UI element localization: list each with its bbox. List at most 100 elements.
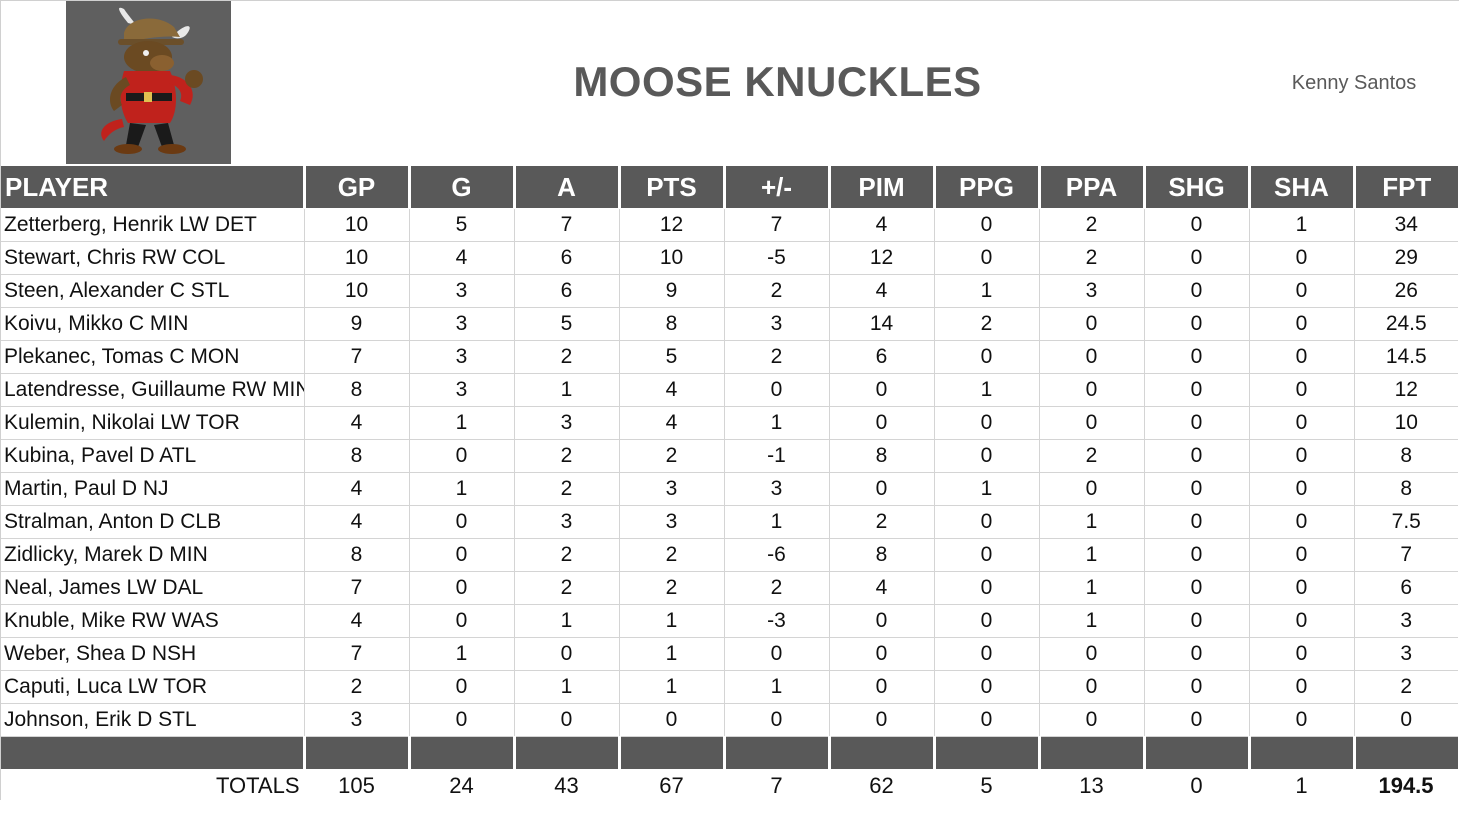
separator-cell bbox=[409, 736, 516, 769]
cell-player-name: Stralman, Anton D CLB bbox=[1, 505, 305, 539]
cell-a: 2 bbox=[514, 538, 620, 572]
cell-sha: 0 bbox=[1249, 571, 1355, 605]
cell-sha: 0 bbox=[1249, 505, 1355, 539]
cell-ppa: 2 bbox=[1039, 208, 1145, 242]
cell-fpt: 8 bbox=[1354, 472, 1458, 506]
cell-fpt: 10 bbox=[1354, 406, 1458, 440]
cell-g: 3 bbox=[409, 373, 515, 407]
cell-pim: 8 bbox=[829, 538, 935, 572]
cell-plus-minus: 0 bbox=[724, 637, 830, 671]
cell-a: 6 bbox=[514, 241, 620, 275]
cell-player-name: Koivu, Mikko C MIN bbox=[1, 307, 305, 341]
cell-g: 3 bbox=[409, 340, 515, 374]
column-header-player: PLAYER bbox=[1, 166, 306, 209]
cell-fpt: 3 bbox=[1354, 637, 1458, 671]
cell-ppa: 1 bbox=[1039, 604, 1145, 638]
cell-ppg: 2 bbox=[934, 307, 1040, 341]
column-header-ppa: PPA bbox=[1039, 166, 1146, 209]
cell-ppg: 1 bbox=[934, 472, 1040, 506]
total-a: 43 bbox=[514, 769, 620, 803]
cell-pim: 0 bbox=[829, 373, 935, 407]
total-fpt: 194.5 bbox=[1354, 769, 1459, 803]
cell-plus-minus: 1 bbox=[724, 505, 830, 539]
cell-sha: 0 bbox=[1249, 538, 1355, 572]
cell-gp: 7 bbox=[304, 340, 410, 374]
cell-pim: 14 bbox=[829, 307, 935, 341]
separator-cell bbox=[514, 736, 621, 769]
cell-sha: 0 bbox=[1249, 439, 1355, 473]
cell-a: 1 bbox=[514, 604, 620, 638]
cell-a: 5 bbox=[514, 307, 620, 341]
cell-shg: 0 bbox=[1144, 505, 1250, 539]
cell-pim: 0 bbox=[829, 670, 935, 704]
cell-ppa: 0 bbox=[1039, 406, 1145, 440]
cell-pim: 2 bbox=[829, 505, 935, 539]
cell-shg: 0 bbox=[1144, 604, 1250, 638]
cell-plus-minus: 1 bbox=[724, 670, 830, 704]
cell-ppg: 0 bbox=[934, 340, 1040, 374]
cell-ppa: 0 bbox=[1039, 340, 1145, 374]
cell-plus-minus: 2 bbox=[724, 274, 830, 308]
cell-pim: 0 bbox=[829, 472, 935, 506]
cell-g: 3 bbox=[409, 274, 515, 308]
cell-pts: 9 bbox=[619, 274, 725, 308]
cell-player-name: Weber, Shea D NSH bbox=[1, 637, 305, 671]
team-logo bbox=[66, 1, 231, 164]
cell-pts: 1 bbox=[619, 637, 725, 671]
cell-ppg: 1 bbox=[934, 373, 1040, 407]
cell-ppa: 0 bbox=[1039, 373, 1145, 407]
cell-player-name: Caputi, Luca LW TOR bbox=[1, 670, 305, 704]
cell-pts: 1 bbox=[619, 604, 725, 638]
cell-ppa: 3 bbox=[1039, 274, 1145, 308]
cell-a: 6 bbox=[514, 274, 620, 308]
moose-mascot-logo-icon bbox=[101, 7, 203, 154]
cell-player-name: Steen, Alexander C STL bbox=[1, 274, 305, 308]
table-row: Johnson, Erik D STL 3 0 0 0 0 0 0 0 0 0 0 bbox=[1, 703, 1458, 737]
cell-gp: 4 bbox=[304, 472, 410, 506]
cell-sha: 0 bbox=[1249, 472, 1355, 506]
cell-sha: 0 bbox=[1249, 670, 1355, 704]
sheet-top-border bbox=[0, 0, 1459, 1]
table-row: Stewart, Chris RW COL 10 4 6 10 -5 12 0 2 0 0 29 bbox=[1, 241, 1458, 275]
cell-pim: 4 bbox=[829, 571, 935, 605]
separator-cell bbox=[1144, 736, 1251, 769]
cell-sha: 1 bbox=[1249, 208, 1355, 242]
cell-gp: 3 bbox=[304, 703, 410, 737]
cell-sha: 0 bbox=[1249, 241, 1355, 275]
table-row: Neal, James LW DAL 7 0 2 2 2 4 0 1 0 0 6 bbox=[1, 571, 1458, 605]
cell-ppg: 1 bbox=[934, 274, 1040, 308]
cell-gp: 10 bbox=[304, 274, 410, 308]
cell-pim: 8 bbox=[829, 439, 935, 473]
total-sha: 1 bbox=[1249, 769, 1355, 803]
column-header-fpt: FPT bbox=[1354, 166, 1458, 209]
separator-cell bbox=[934, 736, 1041, 769]
cell-gp: 10 bbox=[304, 208, 410, 242]
cell-pts: 0 bbox=[619, 703, 725, 737]
cell-a: 1 bbox=[514, 670, 620, 704]
column-header-a: A bbox=[514, 166, 621, 209]
cell-player-name: Zetterberg, Henrik LW DET bbox=[1, 208, 305, 242]
cell-pts: 2 bbox=[619, 571, 725, 605]
cell-player-name: Latendresse, Guillaume RW MIN bbox=[1, 373, 305, 407]
cell-ppg: 0 bbox=[934, 208, 1040, 242]
table-row: Weber, Shea D NSH 7 1 0 1 0 0 0 0 0 0 3 bbox=[1, 637, 1458, 671]
cell-ppg: 0 bbox=[934, 604, 1040, 638]
cell-a: 2 bbox=[514, 340, 620, 374]
table-row: Knuble, Mike RW WAS 4 0 1 1 -3 0 0 1 0 0 3 bbox=[1, 604, 1458, 638]
cell-shg: 0 bbox=[1144, 439, 1250, 473]
cell-shg: 0 bbox=[1144, 340, 1250, 374]
cell-plus-minus: 2 bbox=[724, 340, 830, 374]
cell-ppa: 2 bbox=[1039, 439, 1145, 473]
cell-a: 1 bbox=[514, 373, 620, 407]
cell-shg: 0 bbox=[1144, 538, 1250, 572]
cell-a: 3 bbox=[514, 505, 620, 539]
cell-sha: 0 bbox=[1249, 604, 1355, 638]
cell-plus-minus: 7 bbox=[724, 208, 830, 242]
cell-plus-minus: 3 bbox=[724, 307, 830, 341]
separator-row bbox=[1, 736, 1458, 769]
cell-player-name: Neal, James LW DAL bbox=[1, 571, 305, 605]
column-header-ppg: PPG bbox=[934, 166, 1041, 209]
table-row: Caputi, Luca LW TOR 2 0 1 1 1 0 0 0 0 0 2 bbox=[1, 670, 1458, 704]
cell-ppg: 0 bbox=[934, 571, 1040, 605]
cell-a: 3 bbox=[514, 406, 620, 440]
